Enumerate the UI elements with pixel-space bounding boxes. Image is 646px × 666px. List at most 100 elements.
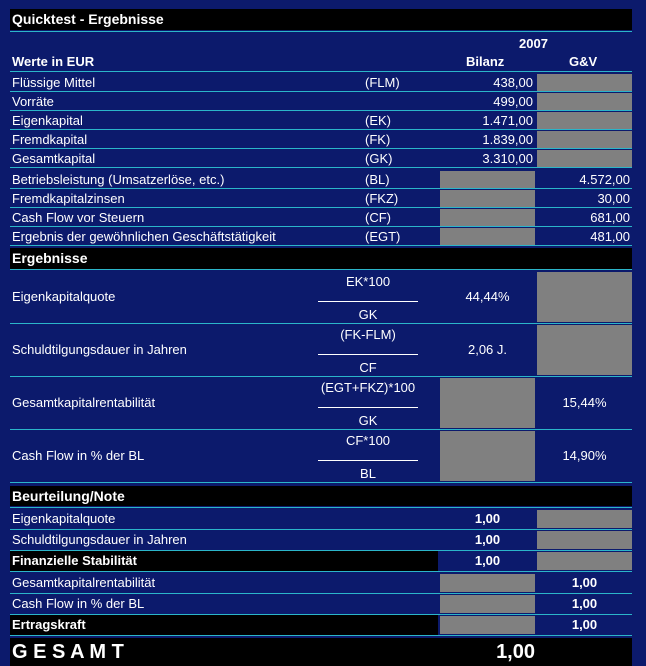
total-label: G E S A M T [12, 641, 124, 663]
guv-empty [537, 74, 632, 91]
row-label: Eigenkapitalquote [12, 511, 116, 526]
guv-empty [537, 93, 632, 110]
row-label: Ertragskraft [12, 617, 86, 632]
guv-empty [537, 131, 632, 148]
bilanz-value: 438,00 [493, 75, 533, 90]
guv-value: 14,90% [562, 448, 607, 463]
row-bg [10, 551, 438, 571]
row-abbr: (EK) [365, 113, 391, 128]
separator [10, 188, 632, 189]
title-bar: Quicktest - Ergebnisse [10, 9, 632, 30]
row-label: Cash Flow in % der BL [12, 448, 145, 463]
row-label: Vorräte [12, 94, 54, 109]
denominator: CF [359, 360, 377, 375]
total-value: 1,00 [496, 641, 535, 663]
guv-empty [537, 510, 632, 528]
separator [10, 245, 632, 246]
column-guv: G&V [569, 54, 598, 69]
bilanz-empty [440, 431, 535, 481]
separator [10, 323, 632, 324]
row-label: Eigenkapital [12, 113, 83, 128]
row-label: Cash Flow in % der BL [12, 596, 145, 611]
separator [10, 129, 632, 130]
numerator: EK*100 [345, 274, 391, 289]
separator [10, 110, 632, 111]
row-label: Flüssige Mittel [12, 75, 96, 90]
row-bg [10, 615, 438, 635]
row-label: Finanzielle Stabilität [12, 553, 137, 568]
separator [10, 429, 632, 430]
fraction-line [318, 301, 418, 302]
separator [10, 91, 632, 92]
separator [10, 635, 632, 636]
separator [10, 614, 632, 615]
row-abbr: (FKZ) [365, 191, 399, 206]
guv-value: 4.572,00 [579, 172, 630, 187]
denominator: GK [358, 413, 378, 428]
bilanz-value: 3.310,00 [482, 151, 533, 166]
row-label: Schuldtilgungsdauer in Jahren [12, 532, 187, 547]
separator [10, 148, 632, 149]
row-label: Betriebsleistung (Umsatzerlöse, etc.) [12, 172, 225, 187]
separator [10, 167, 632, 168]
bilanz-value: 2,06 J. [467, 342, 508, 357]
guv-value: 15,44% [562, 395, 607, 410]
row-abbr: (FK) [365, 132, 391, 147]
row-abbr: (EGT) [365, 229, 401, 244]
row-label: Cash Flow vor Steuern [12, 210, 145, 225]
guv-value: 1,00 [571, 596, 598, 611]
row-abbr: (GK) [365, 151, 393, 166]
guv-value: 1,00 [571, 617, 598, 632]
bilanz-empty [440, 190, 535, 207]
row-label: Fremdkapital [12, 132, 88, 147]
row-label: Gesamtkapitalrentabilität [12, 395, 156, 410]
guv-value: 30,00 [597, 191, 630, 206]
column-label: Werte in EUR [12, 54, 95, 69]
bilanz-value: 44,44% [465, 289, 510, 304]
fraction-line [318, 407, 418, 408]
guv-empty [537, 325, 632, 375]
separator [10, 571, 632, 572]
row-label: Schuldtilgungsdauer in Jahren [12, 342, 187, 357]
bilanz-empty [440, 209, 535, 226]
separator [10, 71, 632, 72]
numerator: CF*100 [345, 433, 391, 448]
guv-empty [537, 150, 632, 167]
total-bar [10, 638, 632, 666]
row-label: Gesamtkapital [12, 151, 96, 166]
bilanz-empty [440, 378, 535, 428]
separator [10, 207, 632, 208]
separator [10, 507, 632, 508]
separator [10, 269, 632, 270]
bilanz-empty [440, 595, 535, 613]
separator [10, 31, 632, 32]
separator [10, 593, 632, 594]
bilanz-empty [440, 171, 535, 188]
bilanz-value: 499,00 [493, 94, 533, 109]
guv-empty [537, 112, 632, 129]
fraction-line [318, 460, 418, 461]
numerator: (EGT+FKZ)*100 [320, 380, 416, 395]
bilanz-empty [440, 228, 535, 245]
guv-empty [537, 531, 632, 549]
guv-empty [537, 552, 632, 570]
guv-value: 481,00 [590, 229, 630, 244]
guv-value: 1,00 [571, 575, 598, 590]
bilanz-value: 1.839,00 [482, 132, 533, 147]
row-label: Ergebnis der gewöhnlichen Geschäftstätig… [12, 229, 276, 244]
bilanz-empty [440, 574, 535, 592]
title: Quicktest - Ergebnisse [12, 11, 164, 27]
bilanz-value: 1,00 [474, 553, 501, 568]
row-label: Eigenkapitalquote [12, 289, 116, 304]
separator [10, 226, 632, 227]
separator [10, 529, 632, 530]
bilanz-empty [440, 616, 535, 634]
separator [10, 376, 632, 377]
fraction-line [318, 354, 418, 355]
separator [10, 550, 632, 551]
section-title: Beurteilung/Note [10, 486, 632, 506]
separator [10, 482, 632, 483]
bilanz-value: 1.471,00 [482, 113, 533, 128]
denominator: GK [358, 307, 378, 322]
